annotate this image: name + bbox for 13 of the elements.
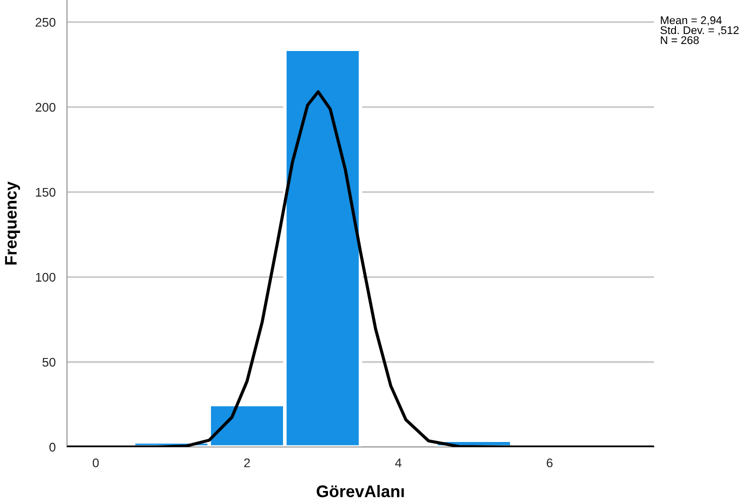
y-tick-label: 200: [36, 102, 56, 112]
x-tick-label: 2: [244, 458, 250, 468]
x-tick-label: 0: [92, 458, 99, 468]
text: Mean = 2,94 Std. Dev. = ,512 N = 268: [660, 16, 739, 44]
y-tick-label: 100: [36, 272, 56, 282]
x-tick-label: 4: [395, 458, 402, 468]
y-tick-label: 150: [36, 188, 56, 197]
y-tick-label: 0: [49, 442, 56, 452]
x-axis-title: GörevAlanı: [316, 484, 404, 498]
y-tick-label: 250: [36, 18, 56, 27]
y-axis-title: Frequency: [5, 181, 20, 265]
x-tick-label: 6: [546, 458, 553, 468]
y-tick-label: 50: [42, 358, 56, 367]
